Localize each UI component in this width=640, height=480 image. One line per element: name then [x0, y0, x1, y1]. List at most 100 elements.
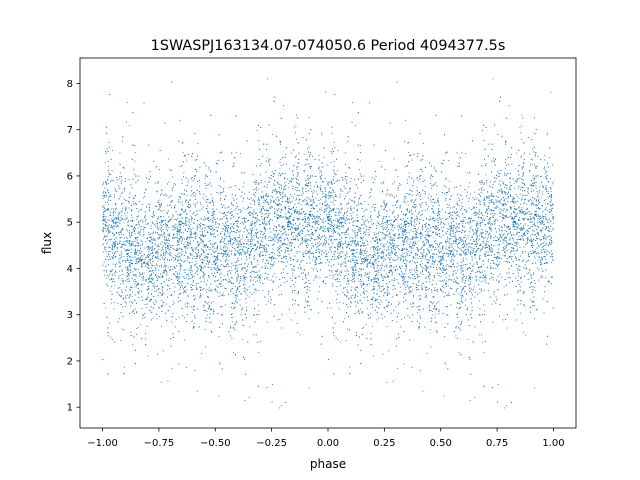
data-point [292, 188, 294, 190]
data-point [491, 212, 493, 215]
data-point [104, 201, 106, 203]
data-point [284, 201, 286, 203]
data-point [284, 252, 286, 254]
data-point [111, 338, 113, 340]
data-point [291, 178, 293, 180]
data-point [313, 257, 315, 259]
data-point [544, 203, 546, 205]
data-point [461, 278, 464, 280]
data-point [522, 259, 525, 261]
data-point [536, 236, 538, 238]
data-point [225, 224, 227, 226]
data-point [178, 248, 180, 250]
data-point [125, 200, 127, 202]
data-point [129, 124, 131, 127]
data-point [180, 242, 182, 244]
data-point [400, 204, 402, 206]
data-point [487, 221, 489, 223]
data-point [552, 216, 554, 218]
data-point [252, 248, 254, 250]
data-point [452, 254, 454, 257]
data-point [302, 259, 304, 261]
data-point [131, 225, 134, 227]
data-point [299, 217, 301, 219]
data-point [258, 189, 260, 191]
data-point [208, 241, 210, 243]
data-point [536, 267, 538, 269]
data-point [332, 179, 334, 181]
data-point [177, 218, 179, 220]
data-point [126, 217, 128, 219]
data-point [179, 197, 181, 199]
data-point [445, 305, 447, 307]
data-point [283, 189, 285, 191]
data-point [293, 177, 295, 179]
data-point [426, 208, 428, 210]
data-point [215, 250, 217, 252]
data-point [334, 256, 336, 258]
data-point [489, 181, 492, 183]
data-point [349, 206, 352, 208]
data-point [540, 231, 542, 233]
data-point [523, 304, 525, 306]
data-point [407, 141, 409, 143]
data-point [110, 336, 112, 339]
data-point [127, 211, 129, 213]
data-point [258, 289, 260, 292]
data-point [209, 322, 211, 324]
data-point [444, 274, 446, 276]
data-point [321, 262, 323, 264]
data-point [295, 199, 297, 201]
data-point [158, 169, 161, 171]
data-point [384, 315, 386, 318]
data-point [344, 176, 346, 178]
data-point [390, 222, 392, 224]
data-point [417, 236, 419, 238]
data-point [460, 294, 462, 296]
data-point [165, 264, 167, 266]
data-point [161, 292, 163, 294]
data-point [122, 227, 124, 229]
data-point [291, 269, 293, 271]
data-point [282, 163, 284, 165]
data-point [164, 242, 166, 245]
data-point [526, 272, 528, 274]
data-point [176, 253, 178, 255]
data-point [415, 233, 417, 235]
data-point [103, 223, 105, 225]
data-point [227, 254, 229, 257]
data-point [446, 230, 449, 233]
data-point [236, 244, 238, 246]
data-point [306, 253, 308, 255]
data-point [448, 159, 450, 161]
data-point [220, 265, 222, 267]
data-point [202, 240, 204, 242]
data-point [537, 226, 540, 229]
data-point [390, 254, 392, 256]
data-point [429, 182, 432, 185]
data-point [113, 238, 116, 240]
data-point [386, 299, 388, 301]
data-point [421, 263, 423, 265]
data-point [517, 291, 519, 293]
data-point [201, 208, 203, 210]
data-point [376, 319, 378, 321]
data-point [329, 248, 331, 250]
data-point [279, 254, 281, 257]
data-point [426, 248, 428, 250]
data-point [405, 293, 407, 295]
data-point [551, 253, 554, 255]
data-point [126, 224, 128, 226]
data-point [221, 218, 223, 220]
data-point [367, 317, 369, 319]
data-point [321, 220, 323, 222]
data-point [124, 306, 126, 308]
data-point [149, 249, 151, 251]
data-point [467, 251, 469, 253]
data-point [531, 249, 533, 252]
data-point [516, 178, 518, 180]
data-point [230, 218, 232, 220]
data-point [499, 253, 501, 255]
data-point [158, 207, 160, 209]
data-point [396, 246, 398, 248]
